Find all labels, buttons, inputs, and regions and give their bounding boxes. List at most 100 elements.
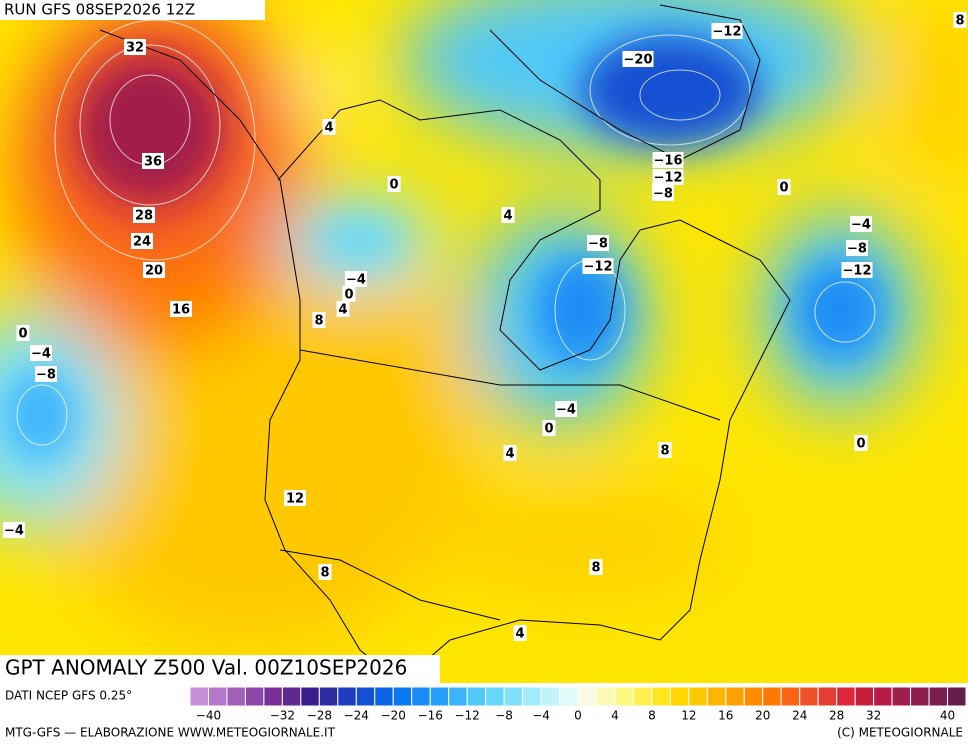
run-box	[0, 0, 265, 20]
contour-label: −20	[624, 53, 653, 68]
contour-label-bg	[555, 401, 577, 417]
colorbar-swatch	[836, 686, 856, 707]
contour-label: −8	[588, 237, 608, 252]
colorbar-tick-label: −4	[532, 709, 550, 723]
contour-label: −8	[36, 368, 56, 383]
colorbar-tick-label: 0	[574, 709, 582, 723]
colorbar-swatch	[873, 686, 893, 707]
copyright-label: (C) METEOGIORNALE	[837, 726, 963, 740]
colorbar-tick-label: −40	[196, 709, 221, 723]
colorbar-swatch	[318, 686, 339, 707]
colorbar-swatch	[207, 686, 228, 707]
contour-label-bg	[322, 119, 336, 135]
colorbar-swatch	[281, 686, 302, 707]
colorbar-swatch	[337, 686, 357, 707]
contour-label-bg	[953, 12, 967, 28]
colorbar-swatch	[688, 686, 708, 707]
contour-label: 16	[172, 303, 190, 318]
colorbar-tick-label: −28	[307, 709, 332, 723]
colorbar-swatch	[725, 686, 745, 707]
contour-label: 8	[660, 444, 669, 459]
contour-label: 0	[344, 288, 353, 303]
colorbar-swatch	[448, 686, 468, 707]
colorbar-swatch	[614, 686, 634, 707]
contour-label-bg	[342, 286, 356, 302]
contour-label-bg	[318, 564, 332, 580]
colorbar-swatch	[540, 686, 561, 707]
contour-label-bg	[850, 216, 872, 232]
colorbar-swatch	[503, 686, 524, 707]
colorbar-tick-label: 40	[940, 709, 955, 723]
contour-label: 4	[324, 121, 333, 136]
contour-label: 36	[144, 155, 162, 170]
colorbar-swatch	[263, 686, 283, 707]
colorbar-tick-label: −12	[454, 709, 479, 723]
contour-label: 0	[856, 437, 865, 452]
contour-label: 0	[779, 181, 788, 196]
colorbar-swatch	[374, 686, 394, 707]
contour-label: 8	[320, 566, 329, 581]
contour-label: 0	[544, 422, 553, 437]
contour-label: 24	[133, 235, 151, 250]
colorbar-swatch	[244, 686, 265, 707]
contour-label-bg	[841, 262, 873, 278]
contour-label-bg	[587, 235, 609, 251]
contour-label-bg	[345, 271, 367, 287]
colorbar-swatch	[632, 686, 653, 707]
contour-label: −8	[847, 242, 867, 257]
contour-label: 28	[135, 209, 153, 224]
colorbar-swatch	[817, 686, 838, 707]
contour-label-bg	[589, 559, 603, 575]
colorbar-tick-label: −32	[270, 709, 295, 723]
contour-label-bg	[652, 169, 684, 185]
colorbar-swatch	[854, 686, 875, 707]
colorbar-swatch	[411, 686, 431, 707]
contour-label-bg	[652, 152, 684, 168]
contour-label-bg	[3, 522, 25, 538]
contour-label: 12	[286, 492, 304, 507]
contour-label-bg	[16, 325, 30, 341]
colorbar-swatch	[189, 686, 209, 707]
contour-label-bg	[513, 625, 527, 641]
colorbar-swatch	[947, 686, 967, 707]
contour-label-bg	[658, 442, 672, 458]
contour-label: −12	[843, 264, 872, 279]
colorbar-tick-label: 24	[792, 709, 807, 723]
contour-label-bg	[142, 153, 164, 169]
contour-label: 4	[338, 303, 347, 318]
colorbar-swatch	[485, 686, 505, 707]
contour-label-bg	[30, 345, 52, 361]
colorbar-swatch	[706, 686, 727, 707]
colorbar-tick-label: −8	[495, 709, 513, 723]
colorbar-swatch	[799, 686, 819, 707]
colorbar-swatch	[429, 686, 450, 707]
contour-label: −16	[654, 154, 683, 169]
source-label: DATI NCEP GFS 0.25°	[5, 689, 132, 703]
colorbar-swatch	[355, 686, 376, 707]
contour-label: 8	[314, 314, 323, 329]
contour-label-bg	[35, 366, 57, 382]
contour-label-bg	[503, 445, 517, 461]
colorbar-tick-label: 12	[681, 709, 696, 723]
contour-label-bg	[854, 435, 868, 451]
colorbar-tick-label: −24	[344, 709, 369, 723]
colorbar-swatch	[466, 686, 487, 707]
colorbar-swatch	[577, 686, 597, 707]
contour-label: −4	[851, 218, 871, 233]
contour-label-bg	[846, 240, 868, 256]
contour-label-bg	[312, 312, 326, 328]
contour-label-bg	[542, 420, 556, 436]
contour-label: −4	[556, 403, 576, 418]
contour-label-bg	[143, 262, 165, 278]
contour-label: 4	[503, 209, 512, 224]
colorbar-swatch	[910, 686, 930, 707]
colorbar-swatch	[559, 686, 579, 707]
colorbar-swatch	[392, 686, 413, 707]
credit-label: MTG-GFS — ELABORAZIONE WWW.METEOGIORNALE…	[5, 726, 336, 740]
contour-label-bg	[711, 23, 743, 39]
contour-label: −8	[653, 187, 673, 202]
coastlines	[99, 4, 791, 683]
run-label: RUN GFS 08SEP2026 12Z	[4, 1, 195, 19]
